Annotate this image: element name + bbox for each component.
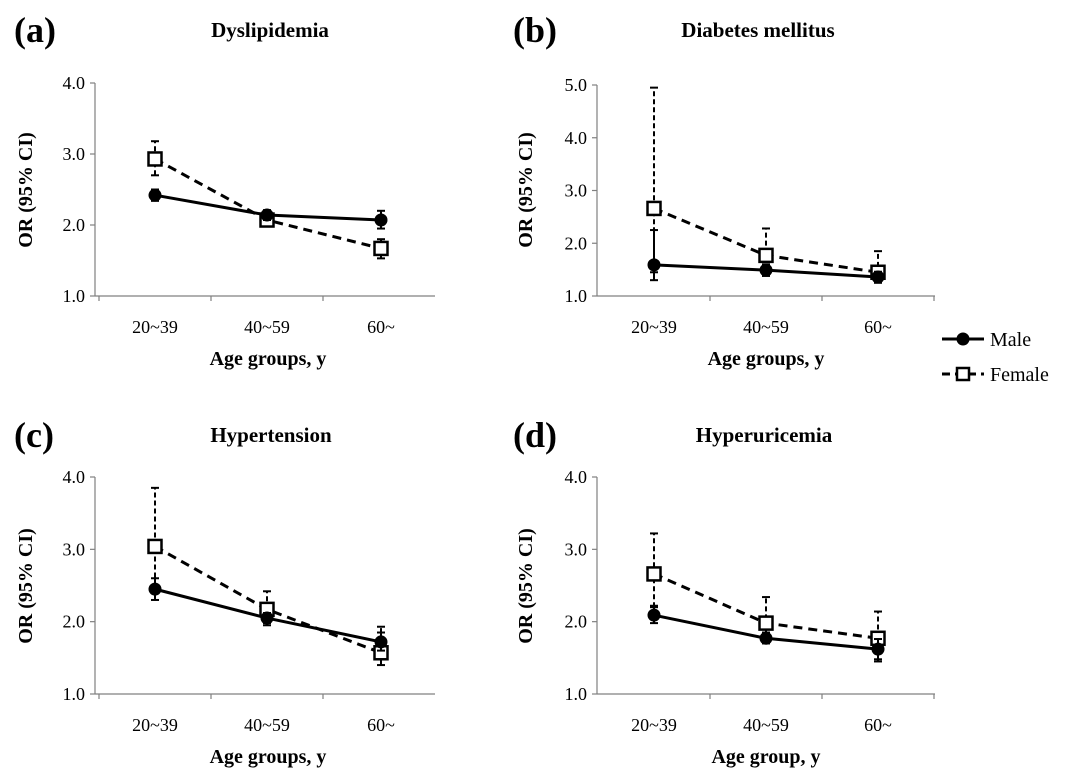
data-point-female	[758, 615, 774, 631]
x-tick-label: 60~	[367, 317, 395, 337]
panel-label: (d)	[513, 415, 557, 455]
panel-label: (b)	[513, 10, 557, 50]
y-tick-label: 4.0	[63, 467, 86, 487]
x-tick-label: 20~39	[631, 715, 677, 735]
chart-title: Hyperuricemia	[696, 423, 833, 447]
x-tick-label: 60~	[864, 715, 892, 735]
data-point-male	[647, 258, 661, 272]
series-line-female	[154, 157, 382, 250]
x-tick-label: 20~39	[132, 317, 178, 337]
y-tick-label: 4.0	[565, 467, 588, 487]
chart-title: Dyslipidemia	[211, 18, 329, 42]
legend: Male Female	[942, 329, 1049, 386]
y-axis-title: OR (95% CI)	[515, 528, 537, 644]
panel-label: (c)	[14, 415, 54, 455]
series-male	[148, 577, 388, 652]
chart-title: Hypertension	[210, 423, 332, 447]
y-axis-title: OR (95% CI)	[15, 528, 37, 644]
y-tick-label: 1.0	[63, 684, 86, 704]
series-female	[646, 532, 886, 663]
chart-title: Diabetes mellitus	[681, 18, 834, 42]
series-female	[147, 486, 389, 667]
y-tick-label: 3.0	[565, 539, 588, 559]
chart-panel-3: (c) Hypertension 1.0 2.0 3.0 4.0 20~39 40~59 60~…	[14, 415, 435, 768]
x-tick-label: 20~39	[631, 317, 677, 337]
data-point-male	[260, 208, 274, 222]
data-point-male	[871, 642, 885, 656]
series-female	[646, 86, 886, 284]
y-tick-label: 5.0	[565, 75, 588, 95]
x-axis-title: Age groups, y	[210, 348, 327, 370]
data-point-male	[871, 270, 885, 284]
x-tick-label: 40~59	[743, 715, 789, 735]
y-tick-label: 1.0	[565, 684, 588, 704]
data-point-female	[646, 566, 662, 582]
y-tick-label: 4.0	[565, 128, 588, 148]
chart-panel-4: (d) Hyperuricemia 1.0 2.0 3.0 4.0 20~39 40~59 60…	[513, 415, 935, 768]
x-tick-label: 40~59	[244, 715, 290, 735]
y-tick-label: 4.0	[63, 73, 86, 93]
x-axis-title: Age groups, y	[708, 348, 825, 370]
data-point-female	[147, 151, 163, 167]
y-tick-label: 2.0	[63, 612, 86, 632]
data-point-male	[647, 608, 661, 622]
data-point-male	[374, 213, 388, 227]
x-axis-title: Age group, y	[711, 746, 820, 768]
data-point-male	[148, 188, 162, 202]
x-tick-label: 20~39	[132, 715, 178, 735]
legend-female-label: Female	[990, 364, 1049, 386]
legend-male-label: Male	[990, 329, 1031, 351]
data-point-female	[758, 247, 774, 264]
chart-panel-1: (a) Dyslipidemia 1.0 2.0 3.0 4.0 20~39 40~59 60~…	[14, 10, 435, 370]
y-tick-label: 1.0	[565, 286, 588, 306]
y-tick-label: 2.0	[63, 215, 86, 235]
legend-female-marker	[955, 366, 971, 382]
data-point-male	[260, 611, 274, 625]
y-tick-label: 3.0	[565, 181, 588, 201]
x-tick-label: 60~	[864, 317, 892, 337]
chart-panel-2: (b) Diabetes mellitus 1.0 2.0 3.0 4.0 5.0 20~39…	[513, 10, 935, 370]
chart-panels: (a) Dyslipidemia 1.0 2.0 3.0 4.0 20~39 40~59 60~…	[14, 10, 935, 768]
y-axis-title: OR (95% CI)	[515, 132, 537, 248]
x-tick-label: 40~59	[743, 317, 789, 337]
series-male	[647, 604, 885, 661]
data-point-male	[759, 263, 773, 277]
data-point-male	[148, 582, 162, 596]
y-tick-label: 2.0	[565, 233, 588, 253]
y-axis-title: OR (95% CI)	[15, 132, 37, 248]
data-point-male	[374, 635, 388, 649]
y-tick-label: 3.0	[63, 144, 86, 164]
series-male	[647, 229, 885, 284]
panel-label: (a)	[14, 10, 56, 50]
y-tick-label: 1.0	[63, 286, 86, 306]
y-tick-label: 3.0	[63, 539, 86, 559]
data-point-male	[759, 631, 773, 645]
legend-male-marker	[956, 332, 970, 346]
x-tick-label: 40~59	[244, 317, 290, 337]
data-point-female	[646, 200, 662, 217]
data-point-female	[147, 538, 163, 555]
series-male	[148, 188, 388, 230]
x-tick-label: 60~	[367, 715, 395, 735]
data-point-female	[373, 240, 389, 257]
x-axis-title: Age groups, y	[210, 746, 327, 768]
y-tick-label: 2.0	[565, 612, 588, 632]
